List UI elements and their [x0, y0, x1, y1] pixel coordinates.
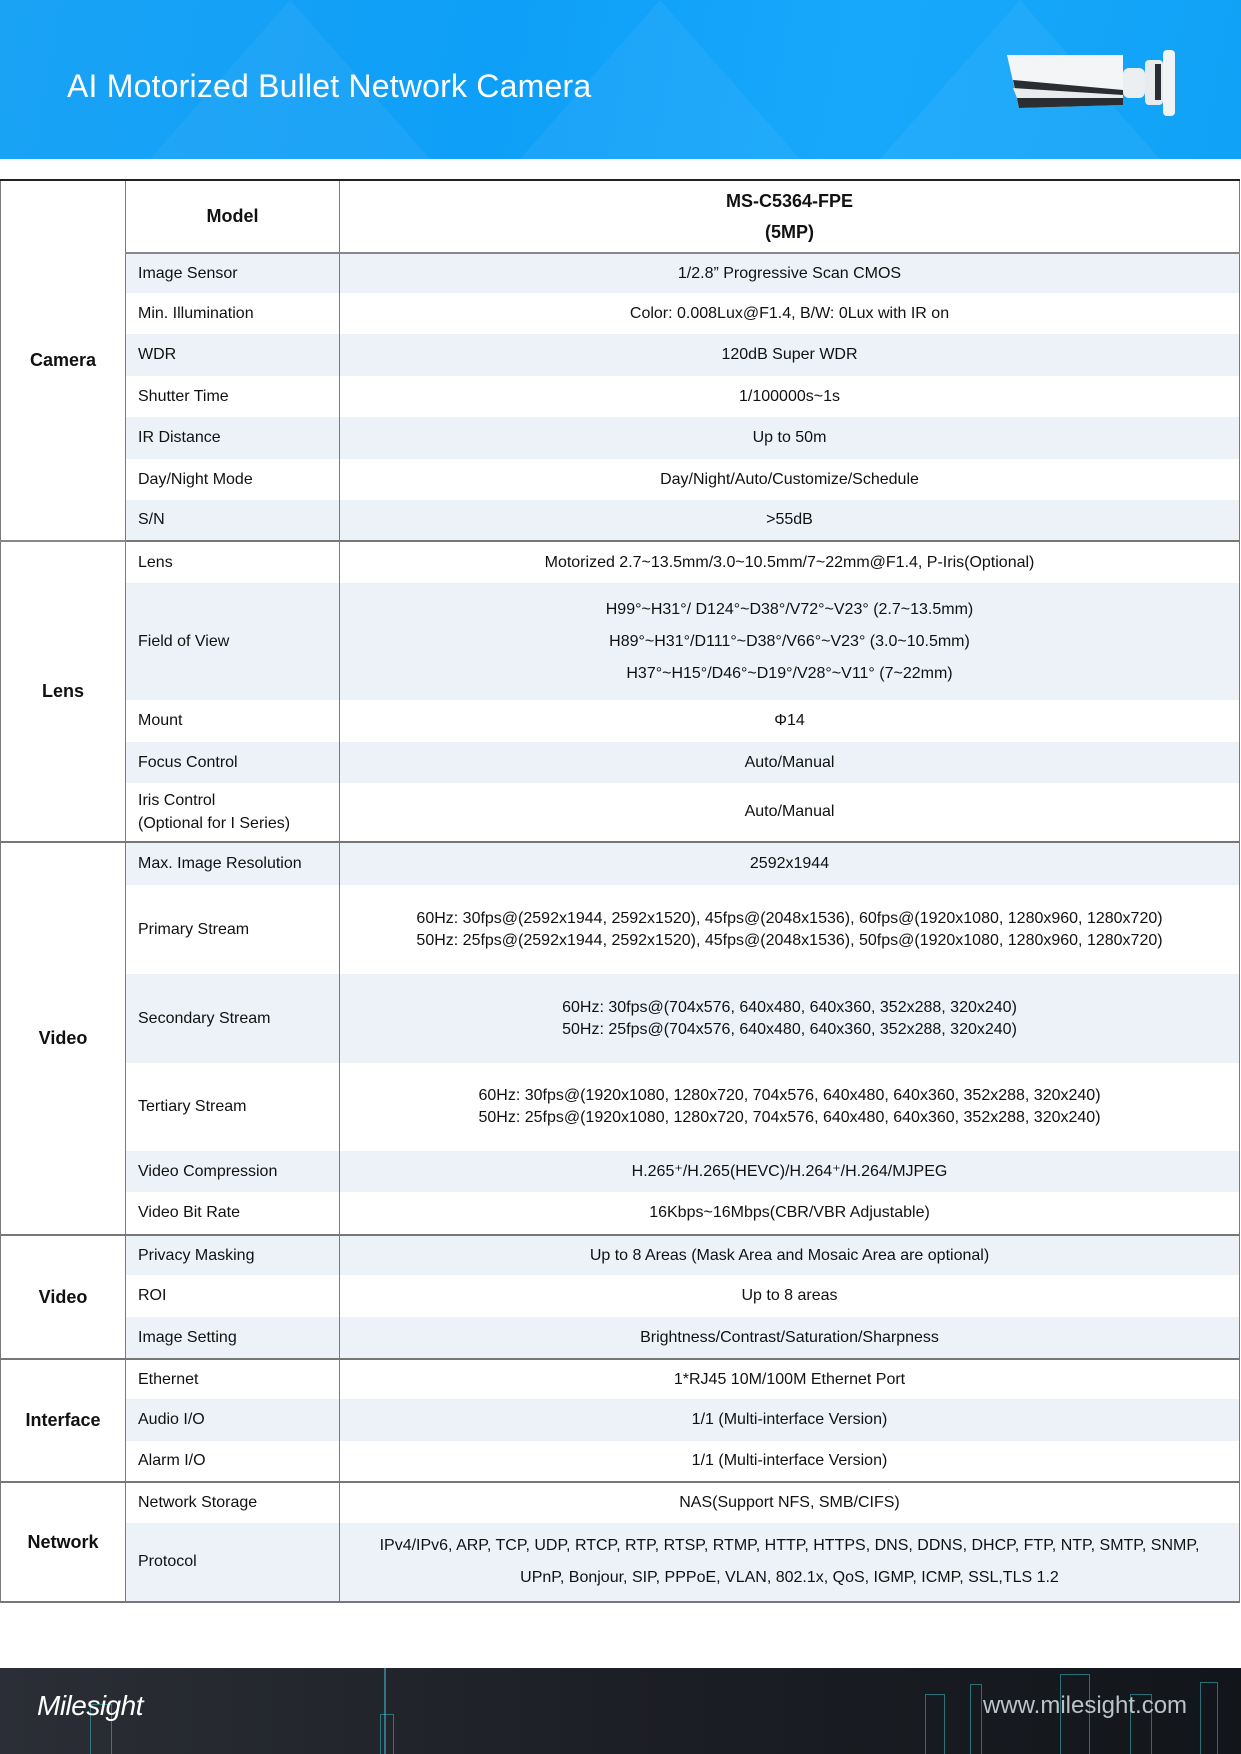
- row-value: Motorized 2.7~13.5mm/3.0~10.5mm/7~22mm@F…: [339, 541, 1240, 583]
- row-value: H.265⁺/H.265(HEVC)/H.264⁺/H.264/MJPEG: [339, 1151, 1240, 1192]
- row-label: Primary Stream: [125, 885, 340, 974]
- row-value: NAS(Support NFS, SMB/CIFS): [339, 1482, 1240, 1523]
- row-label: Max. Image Resolution: [125, 842, 340, 885]
- row-value: IPv4/IPv6, ARP, TCP, UDP, RTCP, RTP, RTS…: [339, 1523, 1240, 1603]
- model-resolution: (5MP): [765, 221, 814, 242]
- row-value: 2592x1944: [339, 842, 1240, 885]
- footer-banner: Milesight www.milesight.com: [0, 1668, 1241, 1754]
- model-name: MS-C5364-FPE: [725, 191, 854, 212]
- row-label: Image Sensor: [125, 253, 340, 293]
- row-value: 1/2.8” Progressive Scan CMOS: [339, 253, 1240, 293]
- spec-table: Camera Model MS-C5364-FPE (5MP) Image Sen…: [0, 179, 1240, 1603]
- row-value: Up to 50m: [339, 417, 1240, 459]
- row-label: Mount: [125, 700, 340, 742]
- row-label: Image Setting: [125, 1317, 340, 1360]
- row-value: Auto/Manual: [339, 783, 1240, 843]
- row-value: Auto/Manual: [339, 742, 1240, 783]
- row-value: Color: 0.008Lux@F1.4, B/W: 0Lux with IR …: [339, 293, 1240, 334]
- row-value: 60Hz: 30fps@(1920x1080, 1280x720, 704x57…: [339, 1063, 1240, 1151]
- row-value: Day/Night/Auto/Customize/Schedule: [339, 459, 1240, 500]
- group-network: Network: [0, 1482, 126, 1603]
- row-label: Ethernet: [125, 1359, 340, 1399]
- row-value: >55dB: [339, 500, 1240, 542]
- row-value: H99°~H31°/ D124°~D38°/V72°~V23° (2.7~13.…: [339, 583, 1240, 700]
- row-value: 1/100000s~1s: [339, 376, 1240, 417]
- row-label: Secondary Stream: [125, 974, 340, 1063]
- row-label: Day/Night Mode: [125, 459, 340, 500]
- row-value: 16Kbps~16Mbps(CBR/VBR Adjustable): [339, 1192, 1240, 1236]
- row-label: Alarm I/O: [125, 1441, 340, 1483]
- row-label: Iris Control (Optional for I Series): [125, 783, 340, 843]
- row-label: Privacy Masking: [125, 1235, 340, 1275]
- group-lens: Lens: [0, 541, 126, 843]
- model-value: MS-C5364-FPE (5MP): [339, 179, 1240, 254]
- group-video-2: Video: [0, 1235, 126, 1360]
- row-value: 1/1 (Multi-interface Version): [339, 1399, 1240, 1441]
- milesight-logo: Milesight: [37, 1690, 143, 1721]
- row-value: Brightness/Contrast/Saturation/Sharpness: [339, 1317, 1240, 1360]
- row-label: ROI: [125, 1275, 340, 1317]
- row-value: 120dB Super WDR: [339, 334, 1240, 376]
- group-interface: Interface: [0, 1359, 126, 1483]
- row-label: Network Storage: [125, 1482, 340, 1523]
- page-title: AI Motorized Bullet Network Camera: [67, 68, 592, 104]
- row-value: 60Hz: 30fps@(704x576, 640x480, 640x360, …: [339, 974, 1240, 1063]
- row-label: Min. Illumination: [125, 293, 340, 334]
- row-label: IR Distance: [125, 417, 340, 459]
- row-label: Field of View: [125, 583, 340, 700]
- row-value: 60Hz: 30fps@(2592x1944, 2592x1520), 45fp…: [339, 885, 1240, 974]
- website-link[interactable]: www.milesight.com: [983, 1692, 1188, 1719]
- row-label: S/N: [125, 500, 340, 542]
- row-value: Up to 8 areas: [339, 1275, 1240, 1317]
- row-value: 1/1 (Multi-interface Version): [339, 1441, 1240, 1483]
- row-label: Lens: [125, 541, 340, 583]
- row-label: Protocol: [125, 1523, 340, 1603]
- row-label: Shutter Time: [125, 376, 340, 417]
- row-value: Φ14: [339, 700, 1240, 742]
- model-label: Model: [125, 179, 340, 254]
- row-label: WDR: [125, 334, 340, 376]
- row-label: Focus Control: [125, 742, 340, 783]
- row-value: Up to 8 Areas (Mask Area and Mosaic Area…: [339, 1235, 1240, 1275]
- header-banner: AI Motorized Bullet Network Camera: [0, 0, 1241, 159]
- row-label: Audio I/O: [125, 1399, 340, 1441]
- row-label: Video Bit Rate: [125, 1192, 340, 1236]
- row-label: Video Compression: [125, 1151, 340, 1192]
- group-video: Video: [0, 842, 126, 1236]
- group-camera: Camera: [0, 179, 126, 542]
- camera-product-image: [1007, 50, 1175, 116]
- row-label: Tertiary Stream: [125, 1063, 340, 1151]
- row-value: 1*RJ45 10M/100M Ethernet Port: [339, 1359, 1240, 1399]
